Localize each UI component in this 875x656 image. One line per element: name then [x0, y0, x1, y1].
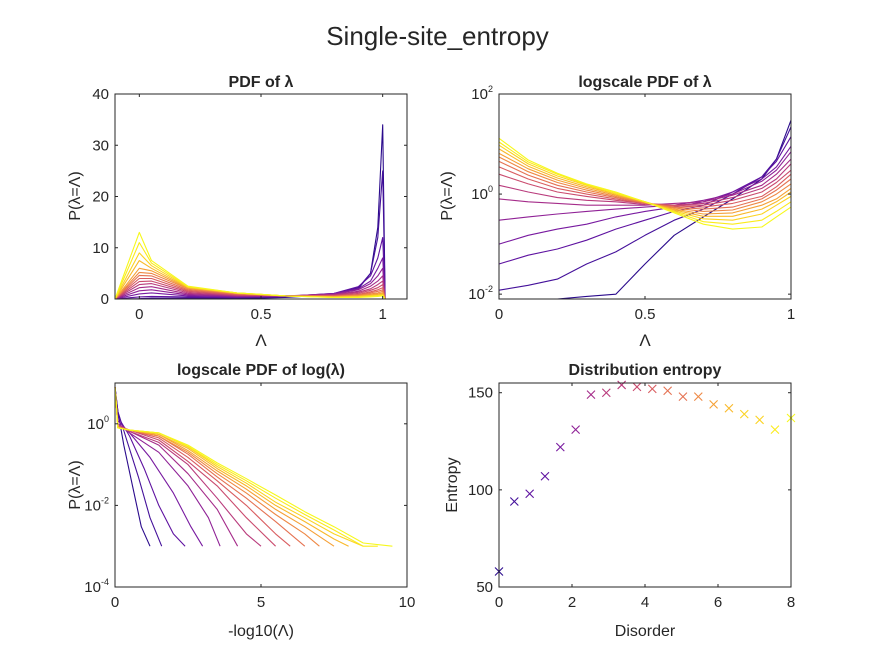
panel-pdf-xtick: 0: [135, 306, 143, 323]
panel-loglog-ytick: 100: [87, 414, 109, 433]
panel-pdf-lines: [114, 124, 407, 300]
series-line-1: [499, 120, 792, 300]
panel-loglog-xtick: 5: [257, 594, 265, 611]
panel-pdf: PDF of λ 0 0.5 1 0 10 20 30 40 Λ P(λ=Λ): [67, 74, 408, 350]
entropy-marker: [525, 489, 535, 499]
panel-logpdf-ytick: 10-2: [468, 284, 493, 303]
series-line-4: [498, 145, 792, 245]
panel-logpdf-xtick: 1: [787, 306, 795, 323]
entropy-marker: [632, 382, 642, 392]
panel-loglog-yticks: 10-4 10-2 100: [84, 414, 407, 596]
panel-loglog-xlabel: -log10(Λ): [228, 623, 294, 640]
entropy-marker: [540, 471, 550, 481]
panel-pdf-ytick: 30: [92, 137, 109, 154]
entropy-marker: [724, 403, 734, 413]
entropy-marker: [647, 384, 657, 394]
panel-logpdf: logscale PDF of λ 0 0.5 1 10-2 100 102 Λ…: [439, 74, 795, 350]
entropy-marker: [601, 388, 611, 398]
entropy-marker: [571, 425, 581, 435]
panel-entropy-xlabel: Disorder: [615, 623, 676, 640]
series-line-10: [114, 386, 306, 547]
panel-loglog: logscale PDF of log(λ) 0 5 10 10-4 10-2 …: [67, 362, 415, 640]
series-line-8: [114, 386, 276, 547]
panel-loglog-xtick: 0: [111, 594, 119, 611]
entropy-marker: [617, 380, 627, 390]
panel-entropy-ylabel: Entropy: [444, 457, 461, 512]
panel-pdf-xtick: 0.5: [251, 306, 272, 323]
panel-loglog-ytick: 10-2: [84, 495, 109, 514]
panel-logpdf-xtick: 0.5: [635, 306, 656, 323]
entropy-marker: [663, 386, 673, 396]
panel-entropy-title: Distribution entropy: [569, 362, 722, 379]
panel-pdf-ytick: 0: [101, 291, 109, 308]
panel-pdf-ylabel: P(λ=Λ): [67, 171, 84, 220]
panel-logpdf-ylabel: P(λ=Λ): [439, 171, 456, 220]
panel-entropy: Distribution entropy 0 2 4 6 8 50 100 15…: [444, 362, 796, 640]
panel-logpdf-title: logscale PDF of λ: [578, 74, 711, 91]
panel-loglog-ytick: 10-4: [84, 577, 109, 596]
entropy-marker: [739, 409, 749, 419]
series-line-16: [114, 386, 393, 547]
panel-logpdf-xlabel: Λ: [639, 331, 651, 350]
panel-pdf-ytick: 40: [92, 86, 109, 103]
panel-entropy-xtick: 6: [714, 594, 722, 611]
panel-entropy-yticks: 50 100 150: [468, 385, 791, 596]
entropy-marker: [678, 392, 688, 401]
entropy-marker: [509, 497, 519, 506]
panel-loglog-title: logscale PDF of log(λ): [177, 362, 345, 379]
entropy-marker: [555, 442, 565, 452]
panel-entropy-ytick: 50: [476, 579, 493, 596]
panel-loglog-ylabel: P(λ=Λ): [67, 460, 84, 509]
panel-pdf-title: PDF of λ: [229, 74, 294, 91]
panel-entropy-xtick: 4: [641, 594, 649, 611]
figure-title: Single-site_entropy: [326, 21, 549, 51]
panel-logpdf-xtick: 0: [495, 306, 503, 323]
series-line-16: [114, 231, 407, 300]
panel-entropy-ytick: 100: [468, 482, 493, 499]
panel-entropy-xtick: 0: [495, 594, 503, 611]
series-line-16: [498, 137, 792, 230]
panel-pdf-yticks: 0 10 20 30 40: [92, 86, 407, 308]
panel-entropy-ytick: 150: [468, 385, 493, 402]
entropy-marker: [693, 392, 703, 401]
panel-entropy-xtick: 8: [787, 594, 795, 611]
panel-pdf-xticks: 0 0.5 1: [135, 94, 387, 323]
panel-entropy-markers: [494, 380, 796, 576]
entropy-marker: [709, 399, 719, 409]
panel-loglog-xtick: 10: [399, 594, 416, 611]
entropy-marker: [755, 415, 764, 425]
panel-pdf-ytick: 10: [92, 240, 109, 257]
panel-logpdf-lines: [498, 120, 792, 300]
panel-logpdf-ytick: 100: [471, 184, 493, 203]
panel-entropy-xtick: 2: [568, 594, 576, 611]
panel-logpdf-yticks: 10-2 100 102: [468, 84, 791, 303]
panel-pdf-xtick: 1: [378, 306, 386, 323]
entropy-marker: [586, 390, 596, 400]
panel-logpdf-ytick: 102: [471, 84, 493, 103]
entropy-marker: [770, 425, 780, 435]
panel-pdf-xlabel: Λ: [255, 331, 267, 350]
series-line-3: [498, 136, 792, 265]
panel-pdf-ytick: 20: [92, 189, 109, 206]
